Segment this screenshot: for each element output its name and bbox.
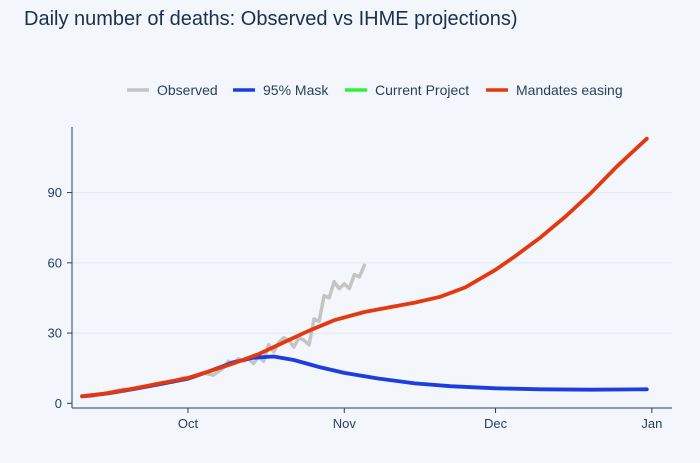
legend-item-current-project[interactable]: Current Project bbox=[345, 82, 469, 98]
legend-label-observed: Observed bbox=[157, 82, 218, 98]
x-axis-ticks: Oct Nov Dec Jan bbox=[178, 408, 662, 431]
y-tick-label-90: 90 bbox=[48, 185, 62, 200]
y-tick-label-0: 0 bbox=[55, 396, 62, 411]
y-tick-label-30: 30 bbox=[48, 326, 62, 341]
x-tick-label-oct: Oct bbox=[178, 416, 199, 431]
legend[interactable]: Observed 95% Mask Current Project Mandat… bbox=[127, 82, 623, 98]
series-line-95-mask bbox=[80, 354, 649, 399]
y-gridlines bbox=[72, 192, 672, 334]
y-axis-ticks: 0 30 60 90 bbox=[48, 185, 72, 411]
x-tick-label-nov: Nov bbox=[333, 416, 357, 431]
x-tick-label-dec: Dec bbox=[484, 416, 508, 431]
series-line-mandates-easing bbox=[80, 136, 649, 399]
legend-label-mandates-easing: Mandates easing bbox=[516, 82, 623, 98]
legend-label-95-mask: 95% Mask bbox=[263, 82, 329, 98]
legend-item-95-mask[interactable]: 95% Mask bbox=[233, 82, 329, 98]
y-tick-label-60: 60 bbox=[48, 255, 62, 270]
series-lines bbox=[80, 136, 649, 399]
legend-label-current-project: Current Project bbox=[375, 82, 469, 98]
legend-item-observed[interactable]: Observed bbox=[127, 82, 218, 98]
x-tick-label-jan: Jan bbox=[641, 416, 662, 431]
series-line-observed bbox=[80, 263, 367, 399]
legend-item-mandates-easing[interactable]: Mandates easing bbox=[486, 82, 623, 98]
chart-title: Daily number of deaths: Observed vs IHME… bbox=[24, 8, 518, 30]
